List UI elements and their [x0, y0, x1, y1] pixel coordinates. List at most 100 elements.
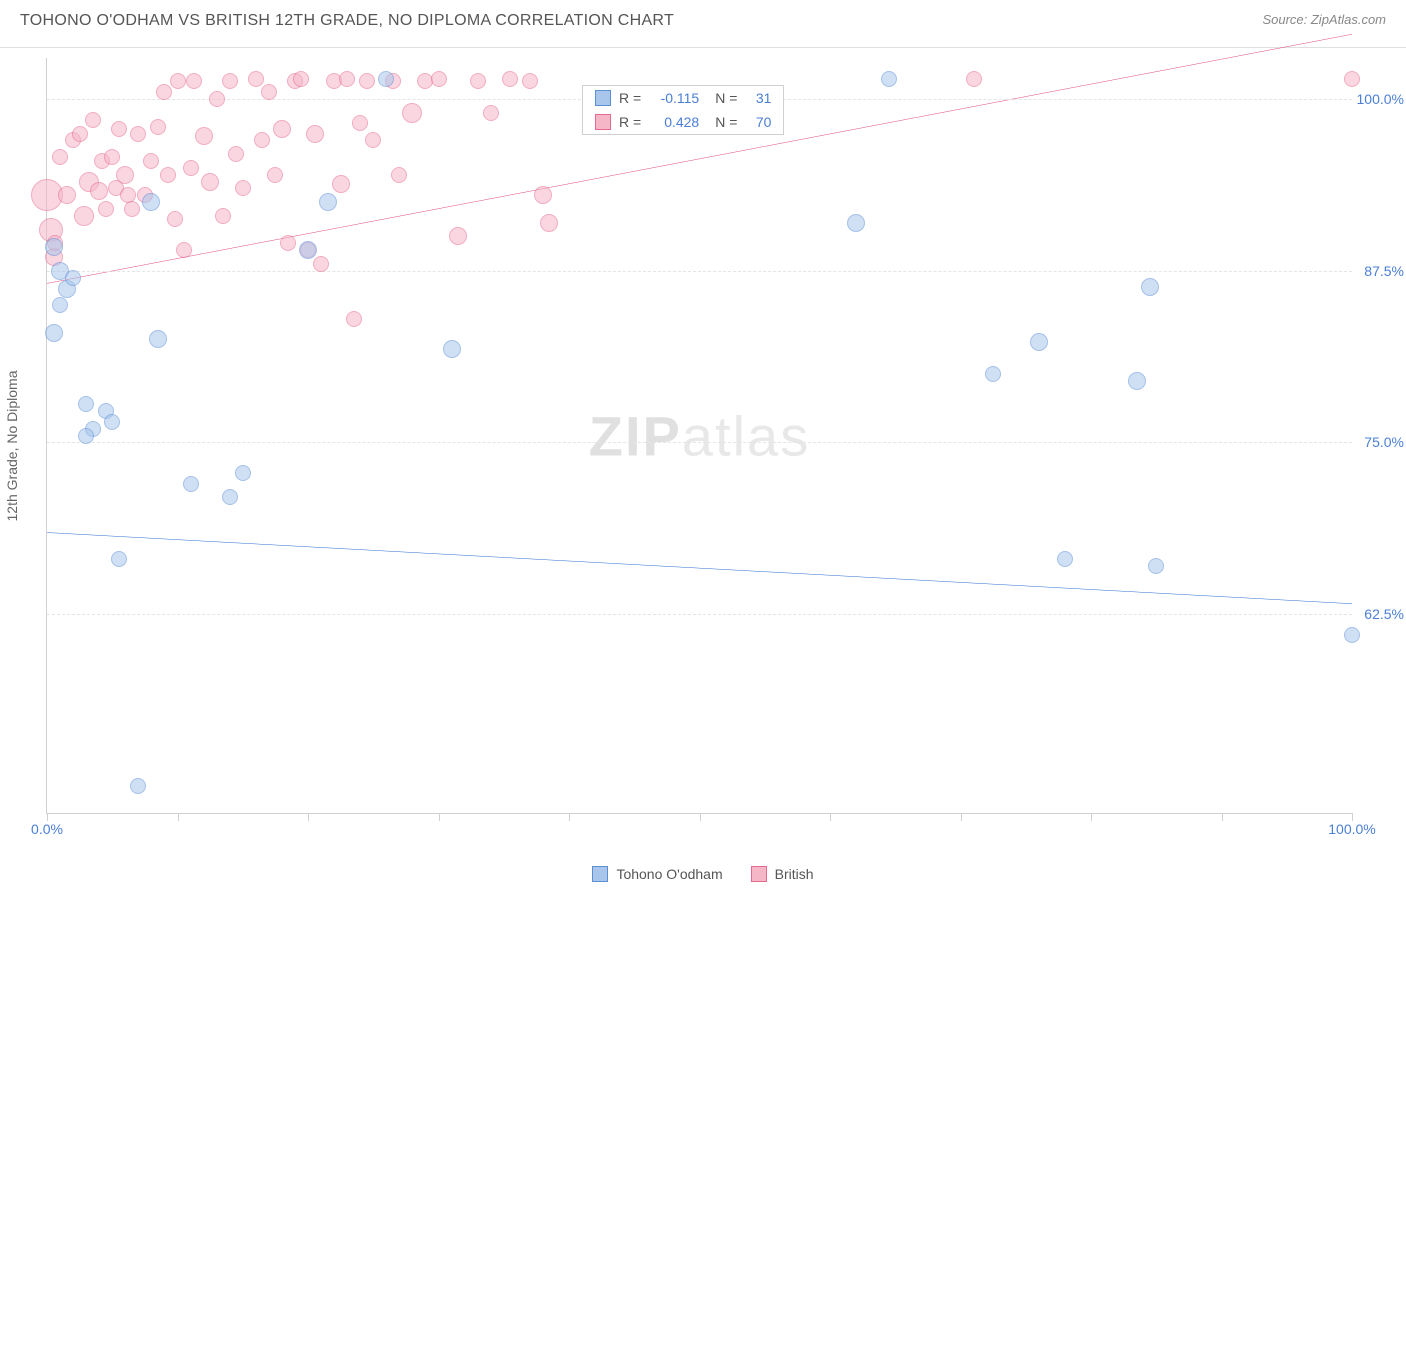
- data-point: [966, 71, 982, 87]
- data-point: [52, 297, 68, 313]
- data-point: [378, 71, 394, 87]
- data-point: [267, 167, 283, 183]
- data-point: [483, 105, 499, 121]
- data-point: [502, 71, 518, 87]
- data-point: [313, 256, 329, 272]
- data-point: [985, 366, 1001, 382]
- data-point: [1141, 278, 1159, 296]
- data-point: [52, 149, 68, 165]
- data-point: [365, 132, 381, 148]
- x-tick: [178, 813, 179, 821]
- data-point: [183, 160, 199, 176]
- data-point: [209, 91, 225, 107]
- data-point: [352, 115, 368, 131]
- trend-lines: [47, 58, 1352, 1363]
- gridline: [47, 442, 1352, 443]
- data-point: [319, 193, 337, 211]
- y-tick-label: 62.5%: [1364, 606, 1404, 622]
- data-point: [215, 208, 231, 224]
- data-point: [156, 84, 172, 100]
- legend-swatch: [595, 90, 611, 106]
- stat-value-n: 31: [745, 90, 771, 106]
- data-point: [402, 103, 422, 123]
- data-point: [1344, 627, 1360, 643]
- data-point: [534, 186, 552, 204]
- x-tick: [569, 813, 570, 821]
- data-point: [65, 270, 81, 286]
- data-point: [130, 126, 146, 142]
- stat-label-r: R =: [619, 90, 641, 106]
- stat-label-n: N =: [715, 90, 737, 106]
- data-point: [1344, 71, 1360, 87]
- data-point: [1148, 558, 1164, 574]
- y-tick-label: 75.0%: [1364, 434, 1404, 450]
- data-point: [143, 153, 159, 169]
- x-tick: [830, 813, 831, 821]
- gridline: [47, 271, 1352, 272]
- watermark: ZIPatlas: [589, 403, 810, 468]
- data-point: [261, 84, 277, 100]
- data-point: [104, 149, 120, 165]
- data-point: [90, 182, 108, 200]
- stat-value-r: 0.428: [649, 114, 699, 130]
- data-point: [222, 73, 238, 89]
- data-point: [78, 428, 94, 444]
- data-point: [150, 119, 166, 135]
- x-tick-label: 100.0%: [1328, 821, 1375, 837]
- data-point: [1128, 372, 1146, 390]
- stat-value-r: -0.115: [649, 90, 699, 106]
- data-point: [142, 193, 160, 211]
- data-point: [78, 396, 94, 412]
- x-tick: [700, 813, 701, 821]
- x-tick: [47, 813, 48, 821]
- bottom-legend-item: Tohono O'odham: [592, 866, 722, 882]
- chart-source: Source: ZipAtlas.com: [1262, 12, 1386, 27]
- data-point: [431, 71, 447, 87]
- bottom-legend-item: British: [751, 866, 814, 882]
- y-tick-label: 87.5%: [1364, 263, 1404, 279]
- data-point: [847, 214, 865, 232]
- y-axis-label: 12th Grade, No Diploma: [4, 371, 20, 522]
- data-point: [167, 211, 183, 227]
- data-point: [72, 126, 88, 142]
- data-point: [45, 324, 63, 342]
- data-point: [186, 73, 202, 89]
- data-point: [339, 71, 355, 87]
- data-point: [111, 551, 127, 567]
- stats-legend-row: R = -0.115 N = 31: [583, 86, 783, 110]
- data-point: [235, 180, 251, 196]
- gridline: [47, 614, 1352, 615]
- data-point: [470, 73, 486, 89]
- data-point: [228, 146, 244, 162]
- data-point: [306, 125, 324, 143]
- data-point: [45, 238, 63, 256]
- data-point: [293, 71, 309, 87]
- plot-wrap: 12th Grade, No Diploma ZIPatlas 62.5%75.…: [36, 48, 1398, 844]
- stats-legend-row: R =0.428N =70: [583, 110, 783, 134]
- data-point: [449, 227, 467, 245]
- data-point: [522, 73, 538, 89]
- data-point: [359, 73, 375, 89]
- data-point: [280, 235, 296, 251]
- legend-label: British: [775, 866, 814, 882]
- data-point: [74, 206, 94, 226]
- data-point: [273, 120, 291, 138]
- data-point: [540, 214, 558, 232]
- x-tick: [308, 813, 309, 821]
- data-point: [176, 242, 192, 258]
- watermark-bold: ZIP: [589, 404, 682, 467]
- data-point: [332, 175, 350, 193]
- data-point: [195, 127, 213, 145]
- data-point: [111, 121, 127, 137]
- data-point: [299, 241, 317, 259]
- data-point: [1030, 333, 1048, 351]
- y-tick-label: 100.0%: [1357, 91, 1404, 107]
- data-point: [254, 132, 270, 148]
- bottom-legend: Tohono O'odham British: [0, 866, 1406, 882]
- plot-area: ZIPatlas 62.5%75.0%87.5%100.0%0.0%100.0%…: [46, 58, 1352, 814]
- legend-swatch: [751, 866, 767, 882]
- data-point: [104, 414, 120, 430]
- stat-label-r: R =: [619, 114, 641, 130]
- x-tick: [439, 813, 440, 821]
- data-point: [85, 112, 101, 128]
